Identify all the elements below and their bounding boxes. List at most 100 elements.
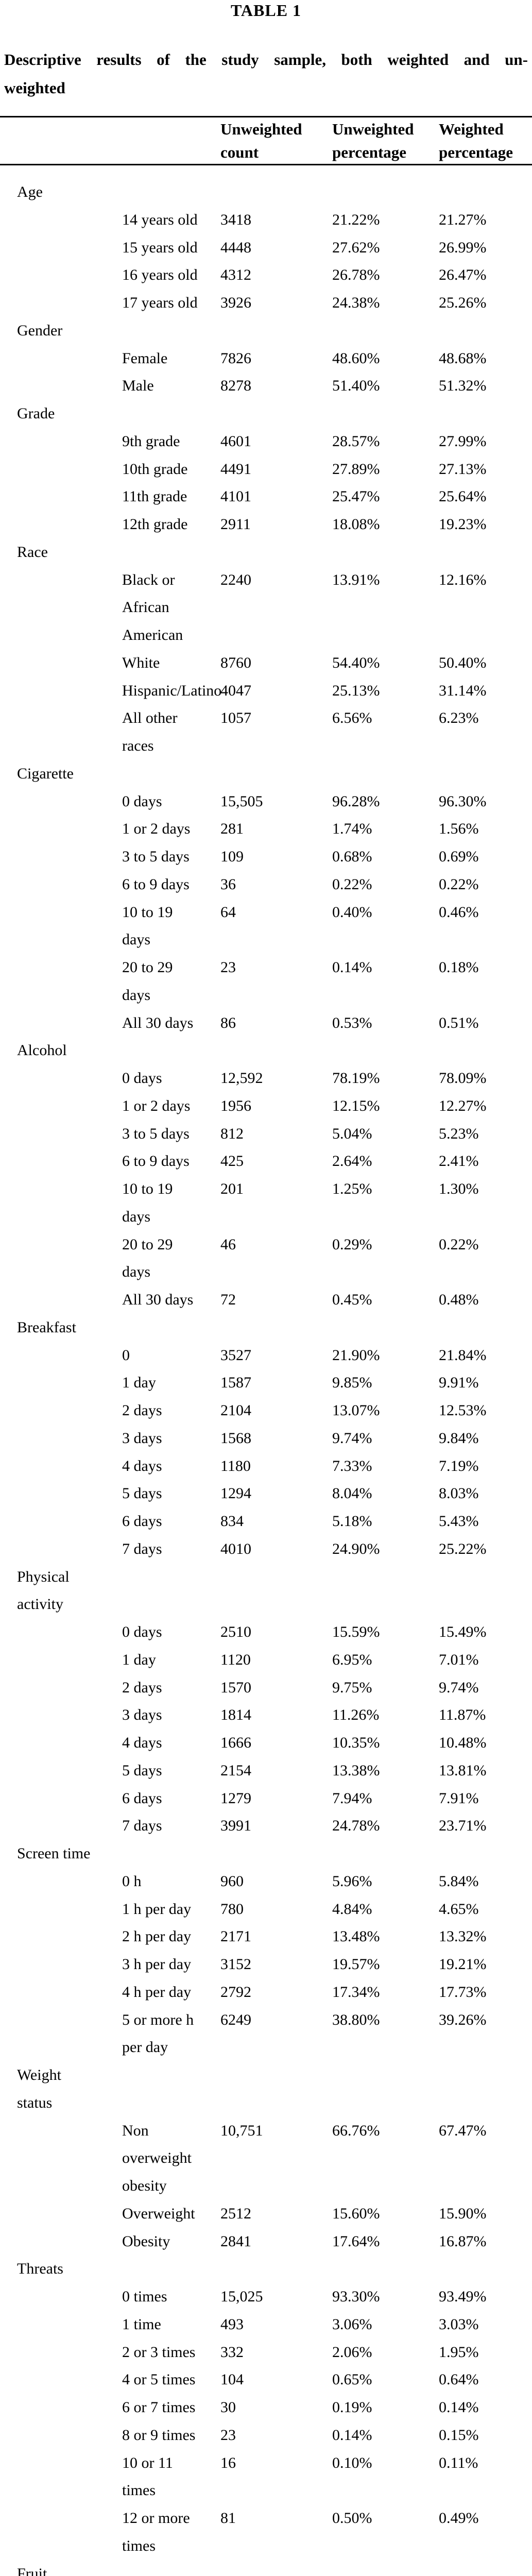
table-row: 17 years old 3926 24.38% 25.26%: [0, 289, 532, 317]
weighted-percentage-cell: 11.87%: [439, 1706, 486, 1724]
row-label: 4 days: [122, 1734, 162, 1751]
section-label-cell: Fruit: [0, 2560, 532, 2576]
weighted-percentage-cell: 7.01%: [439, 1651, 479, 1668]
section-label-cell: Breakfast: [0, 1314, 532, 1342]
unweighted-count-cell: 2841: [220, 2232, 251, 2250]
row-label-cell: 20 to 29 days: [0, 1231, 220, 1286]
unweighted-percentage-cell: 1.25%: [332, 1180, 372, 1197]
unweighted-count-cell: 332: [220, 2343, 244, 2361]
unweighted-percentage-cell: 0.53%: [332, 1014, 372, 1031]
weighted-percentage-cell: 5.43%: [439, 1513, 479, 1530]
table-row: 10 to 19 days 64 0.40% 0.46%: [0, 899, 532, 954]
table-body: Age 14 years old 3418 21.22% 21.27% 15 years …: [0, 165, 532, 2576]
row-label-cell: 3 days: [0, 1425, 220, 1452]
row-label: 3 days: [122, 1429, 162, 1447]
row-label: 2 h per day: [122, 1928, 192, 1945]
row-label: All 30 days: [122, 1291, 194, 1308]
row-label: 1 time: [122, 2315, 161, 2333]
weighted-percentage-cell: 25.26%: [439, 294, 487, 311]
row-label: 0: [122, 1346, 130, 1364]
section-row: Race: [0, 538, 532, 566]
row-label: 8 or 9 times: [122, 2426, 196, 2444]
unweighted-count-cell: 4010: [220, 1540, 251, 1557]
unweighted-percentage-cell: 21.90%: [332, 1346, 380, 1364]
row-label-cell: 10 or 11 times: [0, 2449, 220, 2505]
table-row: 0 h 960 5.96% 5.84%: [0, 1868, 532, 1895]
table-row: 16 years old 4312 26.78% 26.47%: [0, 261, 532, 289]
weighted-percentage-cell: 27.13%: [439, 460, 487, 478]
row-label-cell: 5 or more h per day: [0, 2006, 220, 2062]
unweighted-percentage-cell: 7.33%: [332, 1457, 372, 1475]
unweighted-percentage-cell: 10.35%: [332, 1734, 380, 1751]
row-label-cell: All other races: [0, 704, 220, 760]
unweighted-percentage-cell: 26.78%: [332, 266, 380, 284]
table-row: 5 or more h per day 6249 38.80% 39.26%: [0, 2006, 532, 2062]
weighted-percentage-cell: 0.15%: [439, 2426, 479, 2444]
weighted-percentage-cell: 19.21%: [439, 1956, 487, 1973]
unweighted-percentage-cell: 17.64%: [332, 2232, 380, 2250]
unweighted-count-cell: 281: [220, 820, 244, 838]
table-row: 7 days 3991 24.78% 23.71%: [0, 1812, 532, 1840]
table-row: 3 h per day 3152 19.57% 19.21%: [0, 1951, 532, 1978]
row-label: Hispanic/Latino: [122, 682, 222, 699]
unweighted-percentage-cell: 0.10%: [332, 2454, 372, 2471]
row-label-cell: 10th grade: [0, 455, 220, 483]
row-label: 6 or 7 times: [122, 2399, 196, 2416]
unweighted-percentage-cell: 54.40%: [332, 654, 380, 671]
unweighted-percentage-cell: 27.62%: [332, 239, 380, 256]
table-row: 0 3527 21.90% 21.84%: [0, 1342, 532, 1369]
table-row: 0 days 12,592 78.19% 78.09%: [0, 1064, 532, 1092]
row-label: 6 to 9 days: [122, 1153, 190, 1170]
section-label: Screen time: [17, 1845, 91, 1862]
section-row: Screen time: [0, 1840, 532, 1868]
weighted-percentage-cell: 0.64%: [439, 2371, 479, 2388]
row-label-cell: 2 or 3 times: [0, 2338, 220, 2366]
unweighted-percentage-cell: 11.26%: [332, 1706, 380, 1724]
unweighted-count-cell: 1279: [220, 1789, 251, 1807]
unweighted-percentage-cell: 78.19%: [332, 1070, 380, 1087]
unweighted-count-cell: 4601: [220, 432, 251, 450]
unweighted-count-cell: 2154: [220, 1761, 251, 1779]
table-caption-line-1: Descriptive results of the study sample,…: [4, 50, 528, 69]
unweighted-percentage-cell: 19.57%: [332, 1956, 380, 1973]
row-label: 0 days: [122, 792, 162, 810]
unweighted-percentage-cell: 18.08%: [332, 516, 380, 533]
unweighted-percentage-cell: 48.60%: [332, 349, 380, 367]
unweighted-percentage-cell: 17.34%: [332, 1983, 380, 2001]
row-label: Overweight: [122, 2205, 195, 2222]
row-label-cell: 1 day: [0, 1646, 220, 1674]
unweighted-percentage-cell: 15.59%: [332, 1623, 380, 1640]
row-label-cell: 3 to 5 days: [0, 843, 220, 871]
table-row: 1 day 1587 9.85% 9.91%: [0, 1369, 532, 1397]
table-row: 1 time 493 3.06% 3.03%: [0, 2311, 532, 2338]
row-label-cell: 3 h per day: [0, 1951, 220, 1978]
unweighted-percentage-cell: 5.04%: [332, 1125, 372, 1142]
row-label-cell: 6 days: [0, 1785, 220, 1812]
unweighted-percentage-cell: 0.68%: [332, 848, 372, 865]
row-label: 15 years old: [122, 239, 198, 256]
section-row: Grade: [0, 400, 532, 428]
table-row: All 30 days 72 0.45% 0.48%: [0, 1286, 532, 1314]
unweighted-count-cell: 15,505: [220, 792, 263, 810]
unweighted-percentage-cell: 5.96%: [332, 1872, 372, 1890]
table-row: 0 times 15,025 93.30% 93.49%: [0, 2283, 532, 2311]
row-label-cell: 3 days: [0, 1701, 220, 1729]
row-label-cell: Obesity: [0, 2228, 220, 2256]
unweighted-count-cell: 8760: [220, 654, 251, 671]
unweighted-percentage-cell: 4.84%: [332, 1900, 372, 1918]
table-row: 4 h per day 2792 17.34% 17.73%: [0, 1978, 532, 2006]
unweighted-percentage-cell: 6.95%: [332, 1651, 372, 1668]
unweighted-count-cell: 6249: [220, 2011, 251, 2028]
row-label-cell: Black or African American: [0, 566, 220, 649]
row-label: 20 to 29 days: [122, 959, 173, 1004]
unweighted-percentage-cell: 13.91%: [332, 571, 380, 588]
table-row: 2 or 3 times 332 2.06% 1.95%: [0, 2338, 532, 2366]
row-label-cell: Non overweight obesity: [0, 2117, 220, 2200]
weighted-percentage-cell: 25.64%: [439, 488, 487, 505]
unweighted-count-cell: 3926: [220, 294, 251, 311]
weighted-percentage-cell: 7.91%: [439, 1789, 479, 1807]
table-row: Male 8278 51.40% 51.32%: [0, 372, 532, 400]
section-label: Physical activity: [17, 1568, 70, 1613]
table-caption: Descriptive results of the study sample,…: [0, 45, 532, 102]
unweighted-percentage-cell: 0.45%: [332, 1291, 372, 1308]
